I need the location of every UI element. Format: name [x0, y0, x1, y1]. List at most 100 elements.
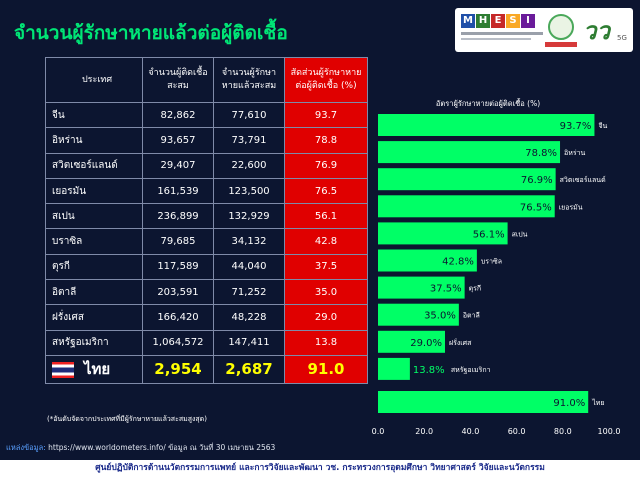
bar-value-label: 35.0%	[424, 311, 456, 322]
source-line: แหล่งข้อมูล: https://www.worldometers.in…	[6, 442, 275, 454]
bar-category-label: สเปน	[512, 230, 528, 238]
table-row: ฝรั่งเศส 166,420 48,228 29.0	[45, 304, 368, 331]
infected-cell: 82,862	[142, 101, 214, 129]
bar-category-label: เยอรมัน	[559, 203, 583, 211]
data-table: ประเทศ จำนวนผู้ติดเชื้อสะสม จำนวนผู้รักษ…	[45, 57, 368, 384]
bar-category-label: สวิตเซอร์แลนด์	[560, 176, 606, 184]
chart-bar	[378, 222, 508, 245]
infected-cell: 2,954	[142, 354, 214, 384]
seal-ribbon	[545, 42, 577, 47]
bar-value-label: 42.8%	[442, 257, 474, 268]
recovered-cell: 71,252	[213, 279, 285, 306]
bar-category-label: ไทย	[591, 398, 604, 407]
infected-cell: 1,064,572	[142, 329, 214, 356]
thailand-flag-icon	[52, 361, 74, 378]
country-cell: ตุรกี	[45, 253, 143, 281]
country-cell: เยอรมัน	[45, 177, 143, 205]
ratio-cell: 56.1	[284, 203, 368, 230]
chart-bar	[378, 330, 445, 353]
infected-cell: 161,539	[142, 177, 214, 205]
country-label: ไทย	[84, 360, 111, 379]
ratio-cell: 78.8	[284, 127, 368, 154]
bar-value-label: 76.9%	[521, 175, 553, 186]
ratio-cell: 13.8	[284, 329, 368, 356]
bar-category-label: สหรัฐอเมริกา	[451, 366, 491, 374]
country-cell: บราซิล	[45, 228, 143, 255]
footer-banner: ศูนย์ปฏิบัติการด้านนวัตกรรมการแพทย์ และก…	[0, 460, 640, 477]
ratio-cell: 76.9	[284, 152, 368, 179]
chart-bar	[378, 141, 561, 164]
country-cell: ไทย	[45, 354, 143, 384]
table-row: อิตาลี 203,591 71,252 35.0	[45, 279, 368, 306]
brand-logo: วว	[583, 16, 610, 45]
mhesi-subtitle-line	[461, 38, 531, 40]
x-tick-label: 40.0	[461, 427, 479, 436]
seal-logo	[548, 14, 574, 40]
header-country: ประเทศ	[45, 57, 143, 103]
ratio-cell: 93.7	[284, 101, 368, 129]
bar-value-label: 13.8%	[413, 365, 445, 376]
x-tick-label: 0.0	[372, 427, 385, 436]
header-recovered: จำนวนผู้รักษาหายแล้วสะสม	[213, 57, 285, 103]
infected-cell: 203,591	[142, 279, 214, 306]
x-tick-label: 60.0	[508, 427, 526, 436]
table-row: บราซิล 79,685 34,132 42.8	[45, 228, 368, 255]
table-row: ตุรกี 117,589 44,040 37.5	[45, 253, 368, 281]
mhesi-letter: E	[491, 14, 505, 28]
chart-bar	[378, 303, 459, 326]
table-row: สวิตเซอร์แลนด์ 29,407 22,600 76.9	[45, 152, 368, 179]
table-row: สเปน 236,899 132,929 56.1	[45, 203, 368, 230]
mhesi-subtitle-line	[461, 32, 543, 35]
ranking-note: (*อันดับจัดจากประเทศที่มีผู้รักษาหายแล้ว…	[47, 415, 207, 423]
mhesi-letter: M	[461, 14, 475, 28]
recovered-cell: 48,228	[213, 304, 285, 331]
source-text: https://www.worldometers.info/ ข้อมูล ณ …	[45, 443, 276, 452]
chart-title: อัตราผู้รักษาหายต่อผู้ติดเชื้อ (%)	[436, 98, 540, 108]
bar-value-label: 93.7%	[560, 121, 592, 132]
bar-value-label: 91.0%	[553, 398, 585, 409]
country-cell: สวิตเซอร์แลนด์	[45, 152, 143, 179]
infected-cell: 93,657	[142, 127, 214, 154]
bar-category-label: จีน	[598, 122, 607, 130]
ratio-cell: 91.0	[284, 354, 368, 384]
table-row: เยอรมัน 161,539 123,500 76.5	[45, 177, 368, 205]
table-header-row: ประเทศ จำนวนผู้ติดเชื้อสะสม จำนวนผู้รักษ…	[45, 57, 368, 103]
header-ratio: สัดส่วนผู้รักษาหายต่อผู้ติดเชื้อ (%)	[284, 57, 368, 103]
chart-bar	[378, 276, 465, 299]
bar-value-label: 29.0%	[410, 338, 442, 349]
mhesi-letter: S	[506, 14, 520, 28]
chart-bar	[378, 168, 556, 191]
source-label: แหล่งข้อมูล:	[6, 443, 46, 452]
bar-category-label: อิตาลี	[463, 312, 480, 320]
bar-category-label: ตุรกี	[469, 285, 482, 293]
bar-value-label: 76.5%	[520, 202, 552, 213]
mhesi-letter: H	[476, 14, 490, 28]
chart-bar	[378, 195, 555, 218]
x-tick-label: 100.0	[598, 427, 621, 436]
page-title: จำนวนผู้รักษาหายแล้วต่อผู้ติดเชื้อ	[14, 22, 288, 44]
brand-logo-sub: 5G	[617, 34, 627, 42]
bar-value-label: 78.8%	[525, 148, 557, 159]
bar-value-label: 56.1%	[473, 229, 505, 240]
x-tick-label: 20.0	[415, 427, 433, 436]
recovered-cell: 147,411	[213, 329, 285, 356]
bar-category-label: อิหร่าน	[564, 149, 586, 157]
bar-category-label: ฝรั่งเศส	[449, 338, 472, 347]
infected-cell: 117,589	[142, 253, 214, 281]
recovered-cell: 2,687	[213, 354, 285, 384]
ratio-cell: 37.5	[284, 253, 368, 281]
ratio-cell: 42.8	[284, 228, 368, 255]
table-row-thailand: ไทย 2,954 2,687 91.0	[45, 354, 368, 384]
mhesi-letter: I	[521, 14, 535, 28]
country-cell: สเปน	[45, 203, 143, 230]
chart-bar	[378, 391, 589, 413]
country-cell: ฝรั่งเศส	[45, 304, 143, 331]
recovered-cell: 34,132	[213, 228, 285, 255]
infected-cell: 79,685	[142, 228, 214, 255]
country-cell: สหรัฐอเมริกา	[45, 329, 143, 356]
chart-bar	[378, 114, 595, 136]
table-row: อิหร่าน 93,657 73,791 78.8	[45, 127, 368, 154]
